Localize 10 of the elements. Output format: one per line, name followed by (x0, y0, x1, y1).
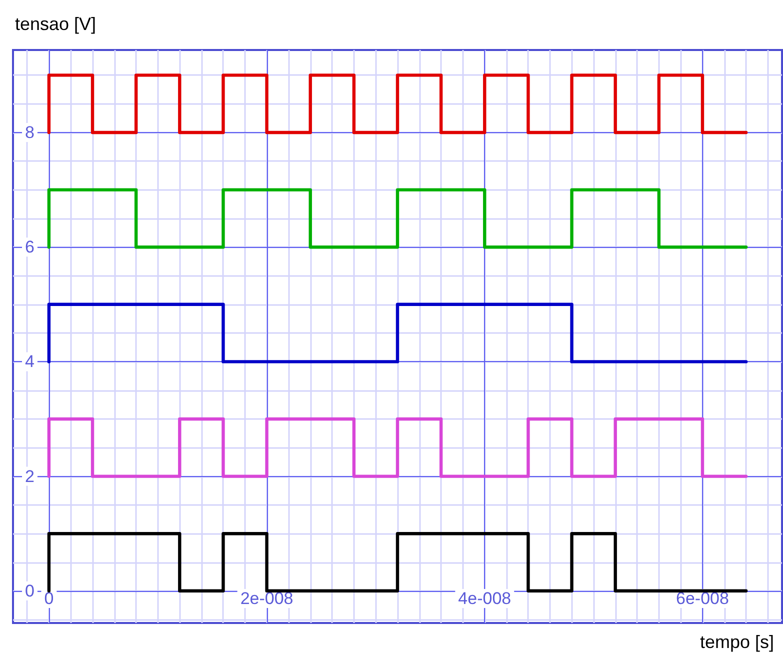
x-tick-label: 0 (44, 589, 54, 608)
y-tick-label: 6 (25, 238, 34, 257)
x-axis-title: tempo [s] (700, 632, 774, 652)
x-tick-label: 2e-008 (240, 589, 294, 608)
y-tick-label: 8 (25, 123, 34, 142)
x-tick-label: 6e-008 (676, 589, 729, 608)
y-axis-title: tensao [V] (15, 14, 96, 34)
y-tick-label: 4 (25, 352, 34, 372)
x-tick-label: 4e-008 (458, 589, 512, 608)
y-tick-label: 2 (25, 466, 34, 486)
